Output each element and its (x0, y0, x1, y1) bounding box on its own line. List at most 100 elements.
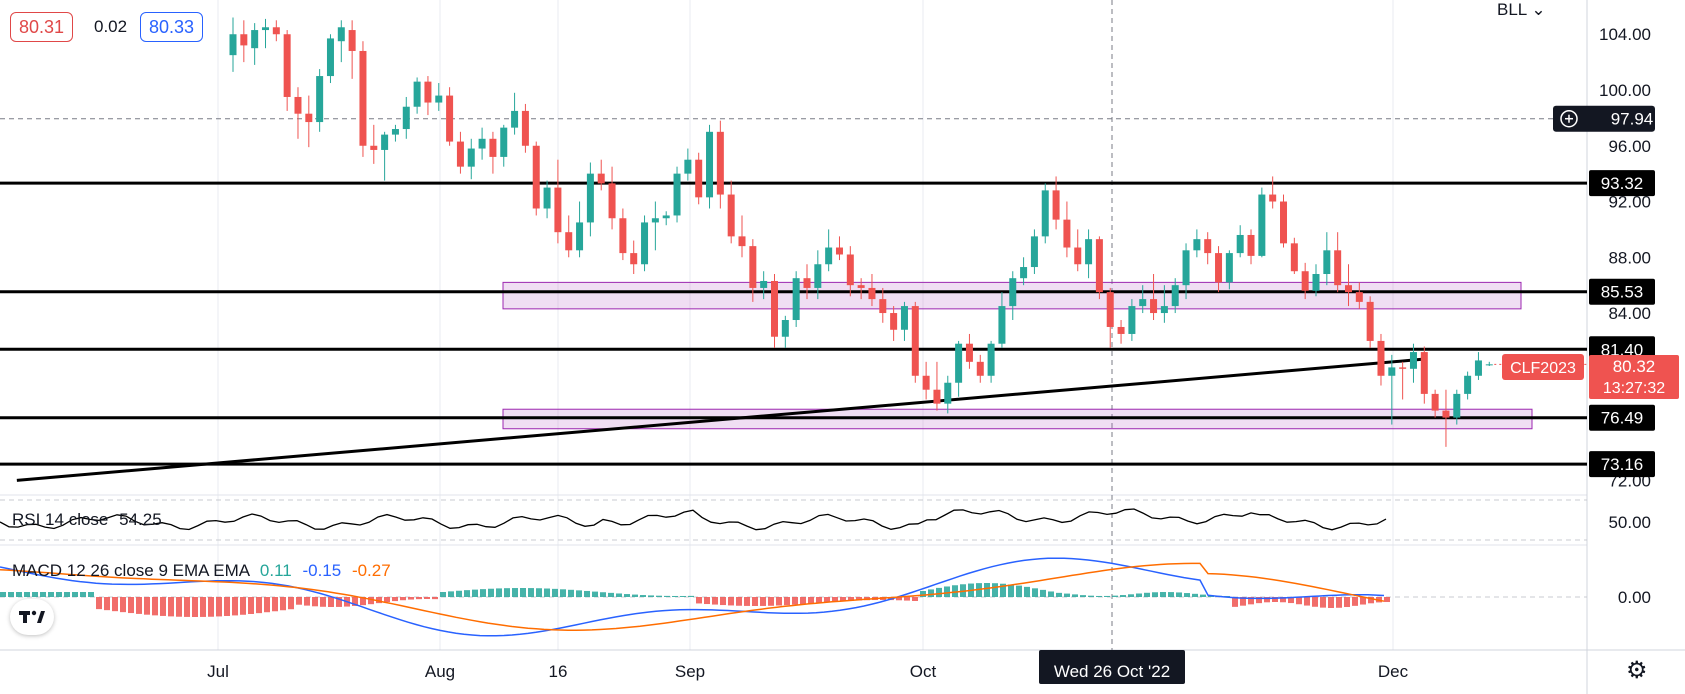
candle-body (391, 129, 399, 135)
candle-body (846, 254, 854, 286)
macd-hist-bar (1160, 592, 1166, 597)
macd-hist-bar (1000, 583, 1006, 597)
candle-body (630, 253, 638, 265)
macd-hist-bar (1104, 595, 1110, 597)
candle (1030, 229, 1038, 275)
gear-icon[interactable]: ⚙ (1626, 657, 1648, 684)
bid-price-box[interactable]: 80.31 (10, 12, 74, 42)
candle (283, 30, 291, 111)
macd-hist-bar (840, 597, 846, 602)
candle (760, 271, 768, 300)
macd-hist-bar (472, 589, 478, 597)
macd-hist-bar (1344, 597, 1350, 608)
macd-hist-bar (176, 597, 182, 617)
candle-body (857, 285, 865, 288)
candle (1442, 389, 1450, 447)
candle (413, 77, 421, 114)
candle (619, 208, 627, 261)
candle (424, 76, 432, 116)
level-label: 73.16 (1601, 455, 1644, 474)
macd-hist-bar (1032, 588, 1038, 597)
macd-hist-bar (1096, 595, 1102, 597)
candle-body (554, 187, 562, 233)
price-axis-label: 96.00 (1608, 137, 1651, 156)
candle (1247, 229, 1255, 265)
candle-body (1215, 253, 1223, 283)
candle-body (1030, 236, 1038, 268)
candle-body (695, 159, 703, 198)
candle-body (803, 278, 811, 288)
macd-hist-bar (360, 597, 366, 606)
symbol-tag-box (1502, 354, 1584, 380)
candle (944, 375, 952, 414)
candle-body (1464, 375, 1472, 394)
candle (1106, 287, 1114, 348)
candle (641, 215, 649, 272)
price-axis-label: 84.00 (1608, 304, 1651, 323)
macd-hist-bar (848, 597, 854, 601)
macd-hist-bar (1008, 584, 1014, 597)
candle-body (673, 173, 681, 216)
macd-hist-bar (1080, 595, 1086, 597)
candle (1420, 346, 1428, 404)
candle (1334, 232, 1342, 293)
ask-price-box[interactable]: 80.33 (140, 12, 204, 42)
macd-hist-bar (696, 597, 702, 604)
level-label: 81.40 (1601, 340, 1644, 359)
candle-body (1150, 299, 1158, 314)
macd-hist-bar (456, 590, 462, 597)
candle (1464, 371, 1472, 400)
level-label: 85.53 (1601, 283, 1644, 302)
macd-hist-bar (488, 588, 494, 597)
candle-body (1139, 299, 1147, 307)
macd-hist-bar (200, 597, 206, 617)
candle-body (1074, 247, 1082, 265)
macd-line (0, 557, 1385, 637)
candle (1117, 320, 1125, 344)
macd-hist-bar (56, 592, 62, 597)
tradingview-logo[interactable] (10, 599, 54, 635)
symbol-menu-label: BLL (1497, 0, 1527, 19)
candle (1074, 229, 1082, 272)
candle (294, 87, 302, 139)
candle-body (1041, 190, 1049, 237)
candle (673, 166, 681, 223)
macd-hist-bar (368, 597, 374, 605)
rsi-value: 54.25 (119, 510, 162, 529)
symbol-menu[interactable]: BLL ⌄ (1497, 0, 1546, 20)
spread-value: 0.02 (94, 17, 128, 36)
macd-hist-bar (272, 597, 278, 612)
price-axis-label: 88.00 (1608, 248, 1651, 267)
candle (911, 301, 919, 383)
candle-body (597, 173, 605, 184)
candle-body (316, 76, 324, 123)
price-axis-label: 100.00 (1599, 81, 1651, 100)
rsi-legend: RSI 14 close 54.25 (12, 510, 162, 530)
candle-body (359, 50, 367, 146)
macd-hist-bar (792, 597, 798, 605)
candle (933, 361, 941, 411)
trendline (16, 357, 1426, 482)
candle (706, 124, 714, 209)
candle-body (911, 306, 919, 376)
macd-hist-bar (224, 597, 230, 616)
candle (597, 159, 605, 191)
macd-hist-bar (352, 597, 358, 606)
macd-hist-bar (1040, 589, 1046, 597)
candle (727, 180, 735, 244)
last-price-label: 80.32 (1613, 357, 1656, 376)
candle (272, 20, 280, 42)
macd-hist-bar (128, 597, 134, 614)
candle-body (511, 110, 519, 128)
candle-body (576, 222, 584, 251)
macd-hist-bar (1120, 595, 1126, 597)
candle (402, 96, 410, 139)
candle-body (1225, 253, 1233, 283)
macd-hist-bar (624, 594, 630, 597)
candle-body (326, 38, 334, 77)
candle (1431, 389, 1439, 418)
macd-hist-bar (152, 597, 158, 616)
crosshair-price-box (1553, 105, 1655, 132)
candle (1453, 389, 1461, 425)
